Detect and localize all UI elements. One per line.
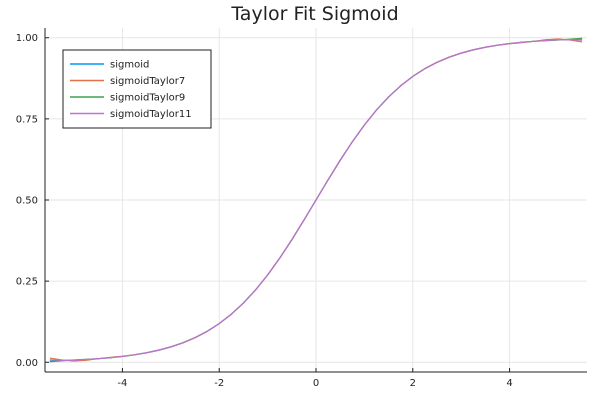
x-tick-label: 4 [506,378,512,389]
y-tick-label: 0.25 [16,277,38,288]
y-tick-label: 1.00 [16,33,38,44]
y-tick-label: 0.00 [16,358,38,369]
y-tick-label: 0.75 [16,114,38,125]
series-line-sigmoidtaylor11 [49,39,583,361]
legend-entries: sigmoid sigmoidTaylor7 sigmoidTaylor9 sigmo… [70,60,192,120]
series-lines [49,37,583,363]
legend-label-sigmoid: sigmoid [110,60,149,71]
x-tick-label: -2 [214,378,224,389]
x-tick-label: -4 [117,378,127,389]
x-tick-label: 2 [410,378,416,389]
legend-label-sigmoidtaylor11: sigmoidTaylor11 [110,109,192,120]
legend-label-sigmoidtaylor7: sigmoidTaylor7 [110,76,185,87]
legend-label-sigmoidtaylor9: sigmoidTaylor9 [110,93,185,104]
legend: sigmoid sigmoidTaylor7 sigmoidTaylor9 sigmo… [62,49,212,129]
y-axis-ticks: 0.00 0.25 0.50 0.75 1.00 [16,33,49,369]
legend-box [62,49,212,129]
x-axis-ticks: -4 -2 0 2 4 [117,368,513,389]
chart-title: Taylor Fit Sigmoid [230,3,398,25]
x-tick-label: 0 [313,378,319,389]
y-tick-label: 0.50 [16,196,38,207]
